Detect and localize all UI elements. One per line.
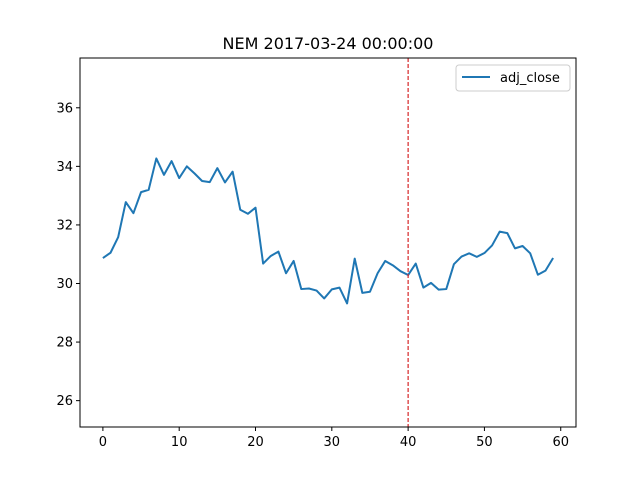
data-point (178, 177, 180, 179)
data-point (377, 272, 379, 274)
x-tick-label: 60 (552, 435, 569, 450)
data-point (255, 207, 257, 209)
data-point (522, 245, 524, 247)
data-point (323, 297, 325, 299)
data-point (171, 160, 173, 162)
data-point (316, 290, 318, 292)
x-tick-label: 0 (99, 435, 107, 450)
x-tick-label: 50 (476, 435, 493, 450)
data-point (140, 191, 142, 193)
data-point (331, 288, 333, 290)
data-point (476, 256, 478, 258)
data-point (422, 287, 424, 289)
legend-box (455, 64, 571, 92)
data-point (506, 232, 508, 234)
data-point (293, 260, 295, 262)
data-point (361, 292, 363, 294)
data-point (125, 201, 127, 203)
y-tick-label: 34 (56, 160, 73, 175)
data-point (262, 263, 264, 265)
data-point (369, 291, 371, 293)
plot-area (102, 58, 554, 427)
data-point (216, 167, 218, 169)
data-point (201, 180, 203, 182)
data-point (399, 270, 401, 272)
data-point (491, 244, 493, 246)
data-point (461, 256, 463, 258)
x-tick-label: 40 (400, 435, 417, 450)
series-line-adj-close (102, 157, 554, 305)
data-point (132, 212, 134, 214)
data-point (247, 213, 249, 215)
y-tick-label: 32 (56, 218, 73, 233)
data-point (354, 258, 356, 260)
data-point (537, 274, 539, 276)
data-point (514, 247, 516, 249)
data-point (155, 157, 157, 159)
data-point (445, 288, 447, 290)
data-point (392, 264, 394, 266)
data-point (163, 174, 165, 176)
data-point (438, 289, 440, 291)
data-point (453, 263, 455, 265)
data-point (468, 252, 470, 254)
data-point (483, 252, 485, 254)
data-point (110, 252, 112, 254)
data-point (430, 282, 432, 284)
data-point (270, 255, 272, 257)
data-point (186, 165, 188, 167)
data-point (277, 251, 279, 253)
data-point (499, 231, 501, 233)
data-point (300, 288, 302, 290)
data-point (193, 172, 195, 174)
chart-title: NEM 2017-03-24 00:00:00 (223, 34, 434, 53)
data-point (224, 181, 226, 183)
x-tick-label: 20 (247, 435, 264, 450)
axes-frame (79, 57, 577, 428)
data-point (308, 287, 310, 289)
data-point (384, 260, 386, 262)
y-tick-label: 36 (56, 101, 73, 116)
legend: adj_close (455, 64, 571, 92)
x-tick-label: 10 (171, 435, 188, 450)
data-point (102, 257, 104, 259)
y-tick-label: 30 (56, 277, 73, 292)
legend-label-adj-close: adj_close (500, 71, 560, 86)
y-tick-label: 26 (56, 394, 73, 409)
data-point (117, 236, 119, 238)
data-point (544, 270, 546, 272)
data-point (209, 181, 211, 183)
y-tick-label: 28 (56, 336, 73, 351)
data-point (529, 252, 531, 254)
data-point (415, 263, 417, 265)
data-point (346, 302, 348, 304)
data-point (285, 272, 287, 274)
x-tick-label: 30 (324, 435, 341, 450)
data-point (239, 209, 241, 211)
data-point (232, 171, 234, 173)
axis-ticks: 0 10 20 30 40 50 60 26 28 30 32 34 36 (56, 101, 569, 450)
data-point (148, 189, 150, 191)
data-point (552, 257, 554, 259)
data-point (338, 287, 340, 289)
